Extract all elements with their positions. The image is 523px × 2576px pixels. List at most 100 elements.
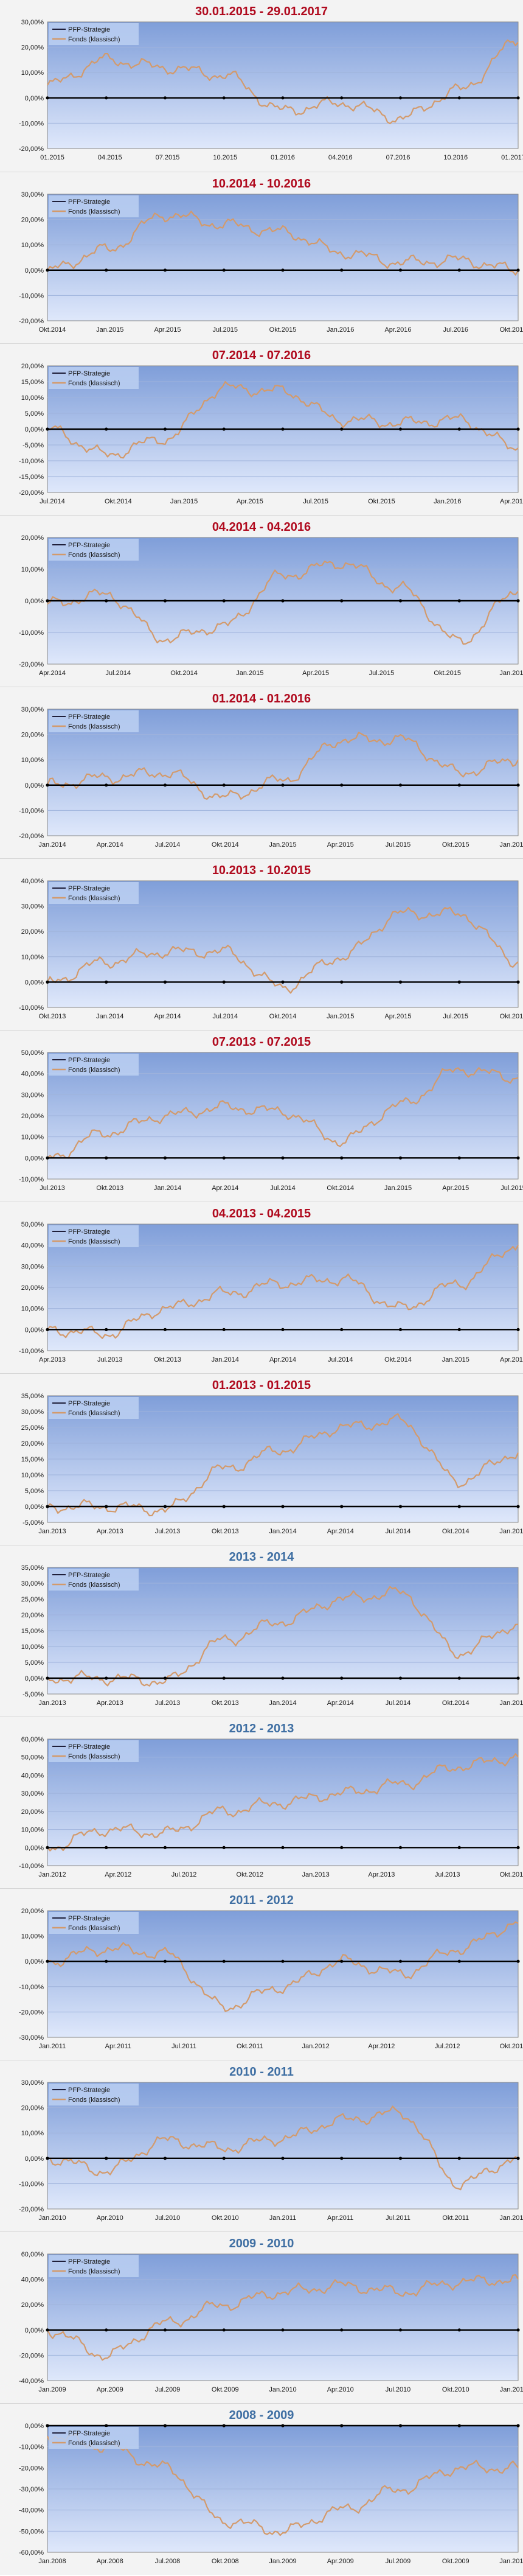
legend-box [49,1569,139,1591]
y-tick-label: 20,00% [21,1113,44,1120]
legend-box [49,1225,139,1247]
legend-box [49,1912,139,1934]
x-tick-label: Jan.2016 [499,670,523,677]
x-tick-label: Jul.2008 [155,2558,181,2565]
legend-box [49,710,139,732]
pfp-point [222,268,226,272]
legend-label-pfp: PFP-Strategie [68,542,110,549]
y-tick-label: 25,00% [21,1596,44,1603]
pfp-point [398,1959,403,1963]
pfp-point [46,2157,49,2160]
x-tick-label: Okt.2011 [237,2043,263,2050]
x-tick-label: Jul.2014 [105,670,131,677]
x-tick-label: Jul.2015 [386,841,411,849]
x-tick-label: Apr.2014 [97,841,123,849]
x-tick-label: Jul.2015 [303,498,328,505]
pfp-point [222,1328,226,1331]
pfp-point [281,980,285,984]
y-tick-label: 0,00% [25,2327,44,2334]
series-line-fonds [46,732,519,800]
x-tick-label: Jan.2015 [236,670,263,677]
pfp-point [457,1846,461,1849]
x-tick-label: 04.2016 [328,154,353,161]
x-tick-label: Apr.2016 [384,326,411,334]
legend-label-fonds: Fonds (klassisch) [68,2268,120,2275]
y-tick-label: 30,00% [21,706,44,713]
x-tick-label: Apr.2010 [97,2214,123,2222]
pfp-point [46,1328,49,1331]
pfp-point [163,599,167,603]
y-tick-label: 50,00% [21,1221,44,1228]
x-tick-label: Jul.2014 [212,1013,238,1020]
y-tick-label: 0,00% [25,782,44,789]
x-tick-label: Jan.2010 [269,2386,296,2393]
legend-label-fonds: Fonds (klassisch) [68,723,120,730]
pfp-point [340,268,344,272]
pfp-point [398,1846,403,1849]
x-tick-label: Jul.2014 [328,1356,353,1363]
x-tick-label: Apr.2014 [269,1356,296,1363]
legend-label-pfp: PFP-Strategie [68,885,110,892]
y-tick-label: -10,00% [19,458,44,465]
x-tick-label: Okt.2014 [170,670,198,677]
chart-svg: 20,00% 15,00% 10,00% 5,00% 0,00% -5,00% -10,00… [19,363,523,505]
chart-panel: 2009 - 2010 60,00% 40,00% 20,00% 0,00% -20,00… [0,2231,523,2403]
y-tick-label: 40,00% [21,878,44,885]
series-line-fonds [47,1921,519,2012]
pfp-point [457,2157,461,2160]
y-tick-label: 20,00% [21,534,44,542]
series-line-fonds [47,1413,519,1517]
pfp-point [516,2157,520,2160]
pfp-point [222,783,226,787]
pfp-point [516,268,520,272]
legend-label-pfp: PFP-Strategie [68,1228,110,1236]
y-tick-label: -10,00% [19,1863,44,1870]
chart-panel: 01.2013 - 01.2015 35,00% 30,00% 25,00% 20,00… [0,1373,523,1545]
x-tick-label: Jan.2010 [38,2214,66,2222]
x-tick-label: Jul.2015 [369,670,395,677]
y-tick-label: -10,00% [19,2180,44,2188]
x-tick-label: Okt.2013 [212,1528,239,1535]
y-tick-label: -20,00% [19,489,44,497]
pfp-point [163,1676,167,1680]
x-tick-label: Okt.2015 [368,498,395,505]
x-tick-label: Jan.2012 [499,2214,523,2222]
x-tick-label: Okt.2011 [442,2214,469,2222]
y-tick-label: 10,00% [21,1933,44,1941]
pfp-point [46,783,49,787]
pfp-point [281,1846,285,1849]
y-tick-label: -60,00% [19,2549,44,2557]
x-tick-label: 01.2017 [501,154,523,161]
x-tick-label: Jan.2014 [96,1013,123,1020]
y-tick-label: 40,00% [21,1071,44,1078]
pfp-point [222,980,226,984]
pfp-point [163,427,167,431]
pfp-point [46,1505,49,1508]
pfp-point [398,268,403,272]
chart-title: 2013 - 2014 [229,1550,294,1564]
x-tick-label: Apr.2016 [500,498,523,505]
pfp-point [163,1505,167,1508]
pfp-point [46,268,49,272]
pfp-point [163,2328,167,2332]
x-tick-label: Jan.2016 [327,326,354,334]
pfp-point [516,1328,520,1331]
x-tick-label: Jul.2013 [97,1356,123,1363]
pfp-point [398,2328,403,2332]
series-line-fonds [47,906,519,994]
legend-label-pfp: PFP-Strategie [68,2430,110,2437]
pfp-point [340,2424,344,2427]
pfp-point [457,2424,461,2427]
y-tick-label: 40,00% [21,1772,44,1779]
pfp-point [46,1676,49,1680]
y-tick-label: -20,00% [19,145,44,153]
x-tick-label: Jan.2013 [302,1871,330,1878]
pfp-point [398,427,403,431]
legend-box [49,539,139,561]
x-tick-label: Jul.2013 [155,1528,181,1535]
pfp-point [281,1156,285,1160]
pfp-point [340,1156,344,1160]
pfp-point [222,2157,226,2160]
pfp-point [457,427,461,431]
legend-label-pfp: PFP-Strategie [68,26,110,33]
